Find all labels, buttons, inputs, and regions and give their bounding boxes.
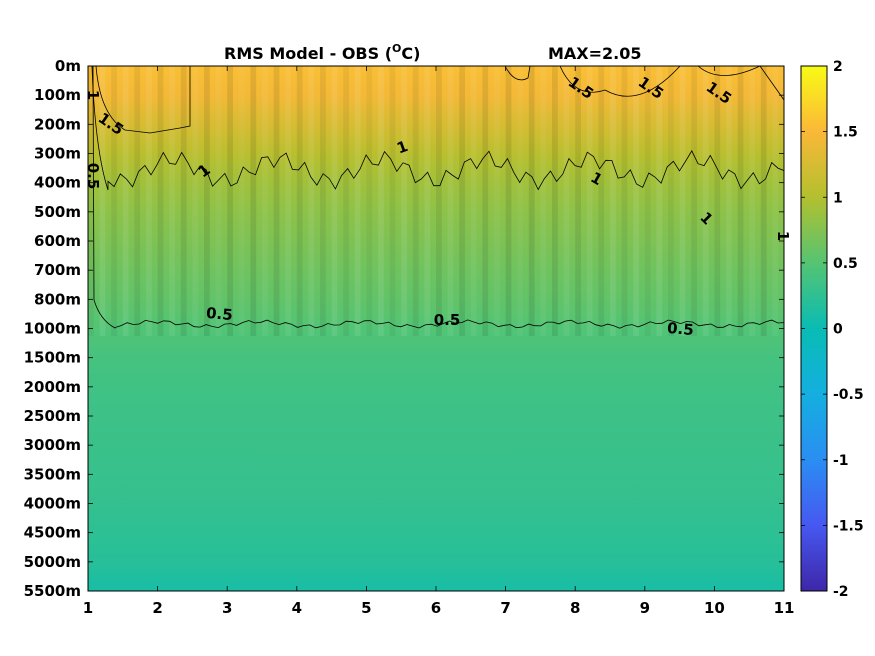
y-tick-label: 700m xyxy=(34,261,81,279)
colorbar: 2 1.5 1 0.5 0 -0.5 -1 -1.5 -2 xyxy=(800,59,864,600)
y-tick-label: 500m xyxy=(34,203,81,221)
colorbar-tick-label: 1 xyxy=(833,190,843,206)
y-tick-label: 5000m xyxy=(24,553,81,571)
colorbar-ticks: 2 1.5 1 0.5 0 -0.5 -1 -1.5 -2 xyxy=(801,59,864,600)
y-tick-label: 2000m xyxy=(24,378,81,396)
colorbar-tick-label: -2 xyxy=(833,584,849,600)
x-tick-label: 10 xyxy=(704,599,725,617)
plot-area xyxy=(88,66,784,591)
contour-label: 0.5 xyxy=(666,319,694,339)
contour-label: 1 xyxy=(774,231,792,241)
y-tick-label: 1500m xyxy=(24,349,81,367)
colorbar-tick-label: 2 xyxy=(833,59,843,75)
y-tick-label: 300m xyxy=(34,145,81,163)
y-tick-label: 5500m xyxy=(24,582,81,600)
x-tick-label: 8 xyxy=(570,599,580,617)
y-tick-label: 200m xyxy=(34,115,81,133)
y-tick-label: 0m xyxy=(55,57,81,75)
colorbar-tick-label: -1 xyxy=(833,453,849,469)
y-tick-label: 400m xyxy=(34,174,81,192)
x-tick-label: 4 xyxy=(292,599,302,617)
contour-label: 0.5 xyxy=(84,163,102,190)
colorbar-tick-label: 1.5 xyxy=(833,125,858,141)
x-axis: 1 2 3 4 5 6 7 8 9 10 11 xyxy=(83,66,795,617)
x-tick-label: 1 xyxy=(83,599,93,617)
y-tick-label: 100m xyxy=(34,86,81,104)
y-tick-label: 600m xyxy=(34,232,81,250)
y-tick-label: 4500m xyxy=(24,524,81,542)
colorbar-tick-label: -1.5 xyxy=(833,518,864,534)
x-tick-label: 2 xyxy=(152,599,162,617)
x-tick-label: 7 xyxy=(500,599,510,617)
contour-label: 0.5 xyxy=(434,311,461,329)
colorbar-tick-label: 0 xyxy=(833,322,843,338)
max-label: MAX=2.05 xyxy=(548,44,642,63)
colorbar-scale xyxy=(800,65,828,592)
y-tick-label: 2500m xyxy=(24,407,81,425)
y-tick-label: 4000m xyxy=(24,495,81,513)
heatmap-field xyxy=(88,66,784,591)
colorbar-tick-label: 0.5 xyxy=(833,256,858,272)
colorbar-tick-label: -0.5 xyxy=(833,387,864,403)
x-tick-label: 9 xyxy=(640,599,650,617)
x-tick-label: 5 xyxy=(361,599,371,617)
chart-title: RMS Model - OBS (OC) xyxy=(224,42,420,63)
x-tick-label: 6 xyxy=(431,599,441,617)
y-tick-label: 1000m xyxy=(24,320,81,338)
x-tick-label: 11 xyxy=(774,599,795,617)
y-axis: 0m 100m 200m 300m 400m 500m 600m 700m 800m 1000m 1… xyxy=(24,57,784,600)
contour-label: 0.5 xyxy=(205,304,233,324)
x-tick-label: 3 xyxy=(222,599,232,617)
heatmap-stripes xyxy=(88,66,779,336)
y-tick-label: 800m xyxy=(34,290,81,308)
y-tick-label: 3000m xyxy=(24,436,81,454)
y-tick-label: 3500m xyxy=(24,465,81,483)
